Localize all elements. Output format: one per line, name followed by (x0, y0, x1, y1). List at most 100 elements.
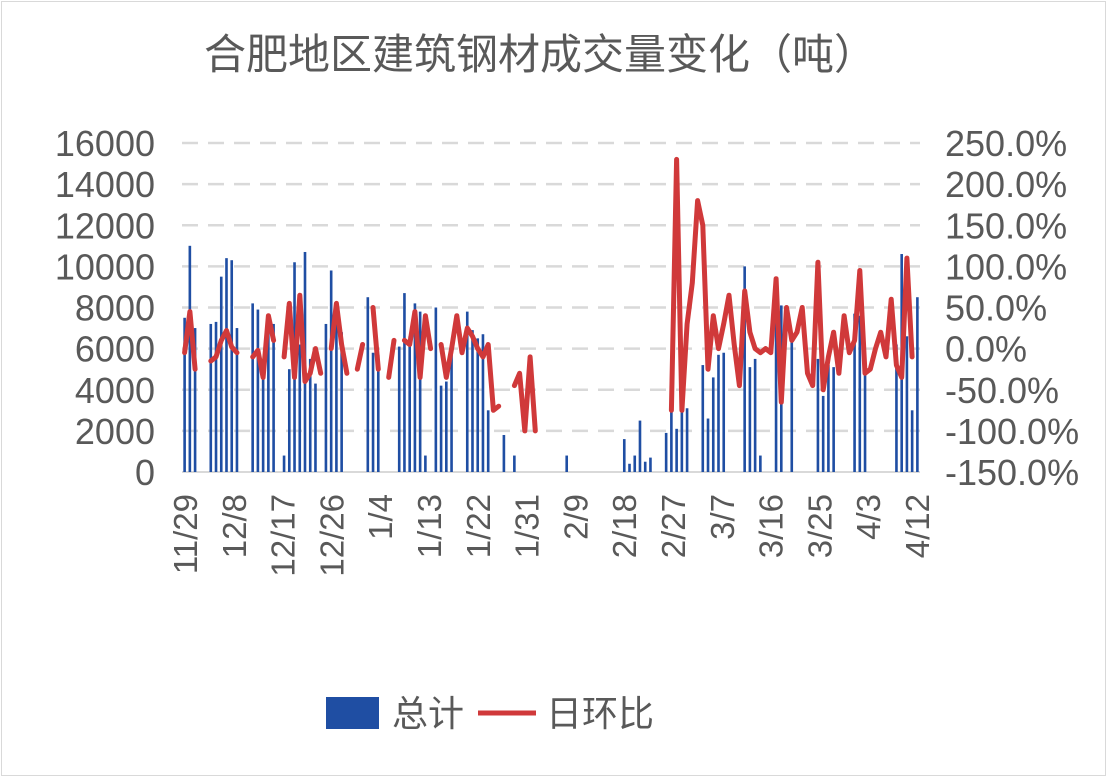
right-axis-ticks: -150.0%-100.0%-50.0%0.0%50.0%100.0%150.0… (945, 123, 1079, 493)
bar (916, 297, 919, 472)
x-tick-label: 12/17 (265, 494, 302, 577)
bar (743, 266, 746, 472)
x-tick-label: 3/7 (704, 494, 741, 540)
bar (193, 328, 197, 472)
x-tick-label: 2/27 (655, 494, 692, 558)
x-tick-label: 1/4 (362, 494, 399, 540)
line-segment (401, 309, 434, 380)
bar (910, 410, 914, 472)
bar (235, 328, 239, 472)
right-tick-label: -150.0% (945, 452, 1079, 493)
line-segment (668, 156, 915, 413)
x-tick-label: 11/29 (167, 494, 204, 574)
bar (858, 315, 862, 472)
x-tick-label: 1/22 (460, 494, 497, 558)
bar (287, 369, 291, 472)
bar (476, 338, 480, 472)
line-segment (328, 300, 350, 376)
x-axis-ticks: 11/29 12/8 12/17 12/26 1/4 1/13 1/22 1/31 2/9 2/1… (167, 494, 936, 577)
line-series (182, 156, 915, 434)
bar (565, 455, 569, 472)
bar (816, 358, 820, 472)
left-tick-label: 16000 (55, 123, 155, 164)
bar (225, 258, 228, 472)
bar (376, 354, 380, 472)
bar (638, 420, 642, 472)
bar (272, 323, 275, 472)
line-segment (208, 328, 240, 364)
bar (774, 278, 778, 472)
bar (895, 344, 898, 472)
bar (685, 408, 689, 472)
bar (408, 336, 411, 472)
bar (853, 313, 856, 472)
line-segment (354, 342, 366, 372)
bar (664, 432, 668, 472)
right-tick-label: 250.0% (945, 123, 1067, 164)
bar (748, 367, 752, 472)
x-tick-label: 2/9 (557, 494, 594, 540)
bar (340, 332, 343, 472)
bar (680, 410, 684, 472)
left-tick-label: 8000 (75, 288, 155, 329)
line-segment (370, 305, 381, 372)
line-segment (511, 354, 538, 434)
right-tick-label: -100.0% (945, 411, 1079, 452)
bar (706, 418, 710, 472)
left-tick-label: 10000 (55, 246, 155, 287)
bar (439, 385, 443, 472)
bar (397, 346, 401, 472)
bar (282, 455, 286, 472)
line-segment (386, 337, 397, 380)
bar (371, 352, 375, 472)
bar (753, 358, 757, 472)
x-tick-label: 4/3 (850, 494, 887, 540)
left-tick-label: 2000 (75, 411, 155, 452)
bar (267, 317, 270, 472)
x-tick-label: 2/18 (606, 494, 643, 558)
right-tick-label: 150.0% (945, 205, 1067, 246)
x-tick-label: 12/8 (216, 494, 253, 558)
bar (424, 455, 427, 472)
legend-swatch-bar (326, 697, 379, 729)
bar (759, 455, 762, 472)
left-tick-label: 12000 (55, 205, 155, 246)
left-tick-label: 0 (135, 452, 155, 493)
x-tick-label: 1/13 (411, 494, 448, 558)
bar (324, 323, 328, 472)
bar (827, 365, 830, 472)
bar (513, 455, 516, 472)
bar (329, 270, 333, 472)
bar (481, 334, 485, 472)
bar (251, 303, 254, 472)
x-tick-label: 3/16 (753, 494, 790, 558)
bar (905, 336, 909, 472)
bar (413, 303, 417, 472)
x-tick-label: 4/12 (899, 494, 936, 558)
x-tick-label: 1/31 (509, 494, 546, 558)
bar (465, 311, 469, 472)
bar (214, 321, 218, 472)
bar (649, 457, 652, 472)
bar (335, 305, 338, 472)
bar (434, 307, 438, 472)
bar (188, 245, 192, 472)
bar (863, 369, 867, 472)
bar (445, 381, 448, 472)
right-tick-label: -50.0% (945, 370, 1059, 411)
grid-lines (182, 141, 920, 473)
bar (403, 293, 406, 472)
legend: 总计 日环比 (326, 694, 654, 735)
bar (670, 373, 673, 472)
x-tick-label: 3/25 (801, 494, 838, 558)
bar (628, 463, 631, 472)
line-segment (438, 313, 502, 413)
bar (722, 352, 726, 472)
left-tick-label: 6000 (75, 329, 155, 370)
bar (366, 297, 370, 472)
bar (643, 461, 647, 472)
bar (711, 377, 715, 472)
bar (790, 340, 794, 472)
bar (633, 455, 637, 472)
